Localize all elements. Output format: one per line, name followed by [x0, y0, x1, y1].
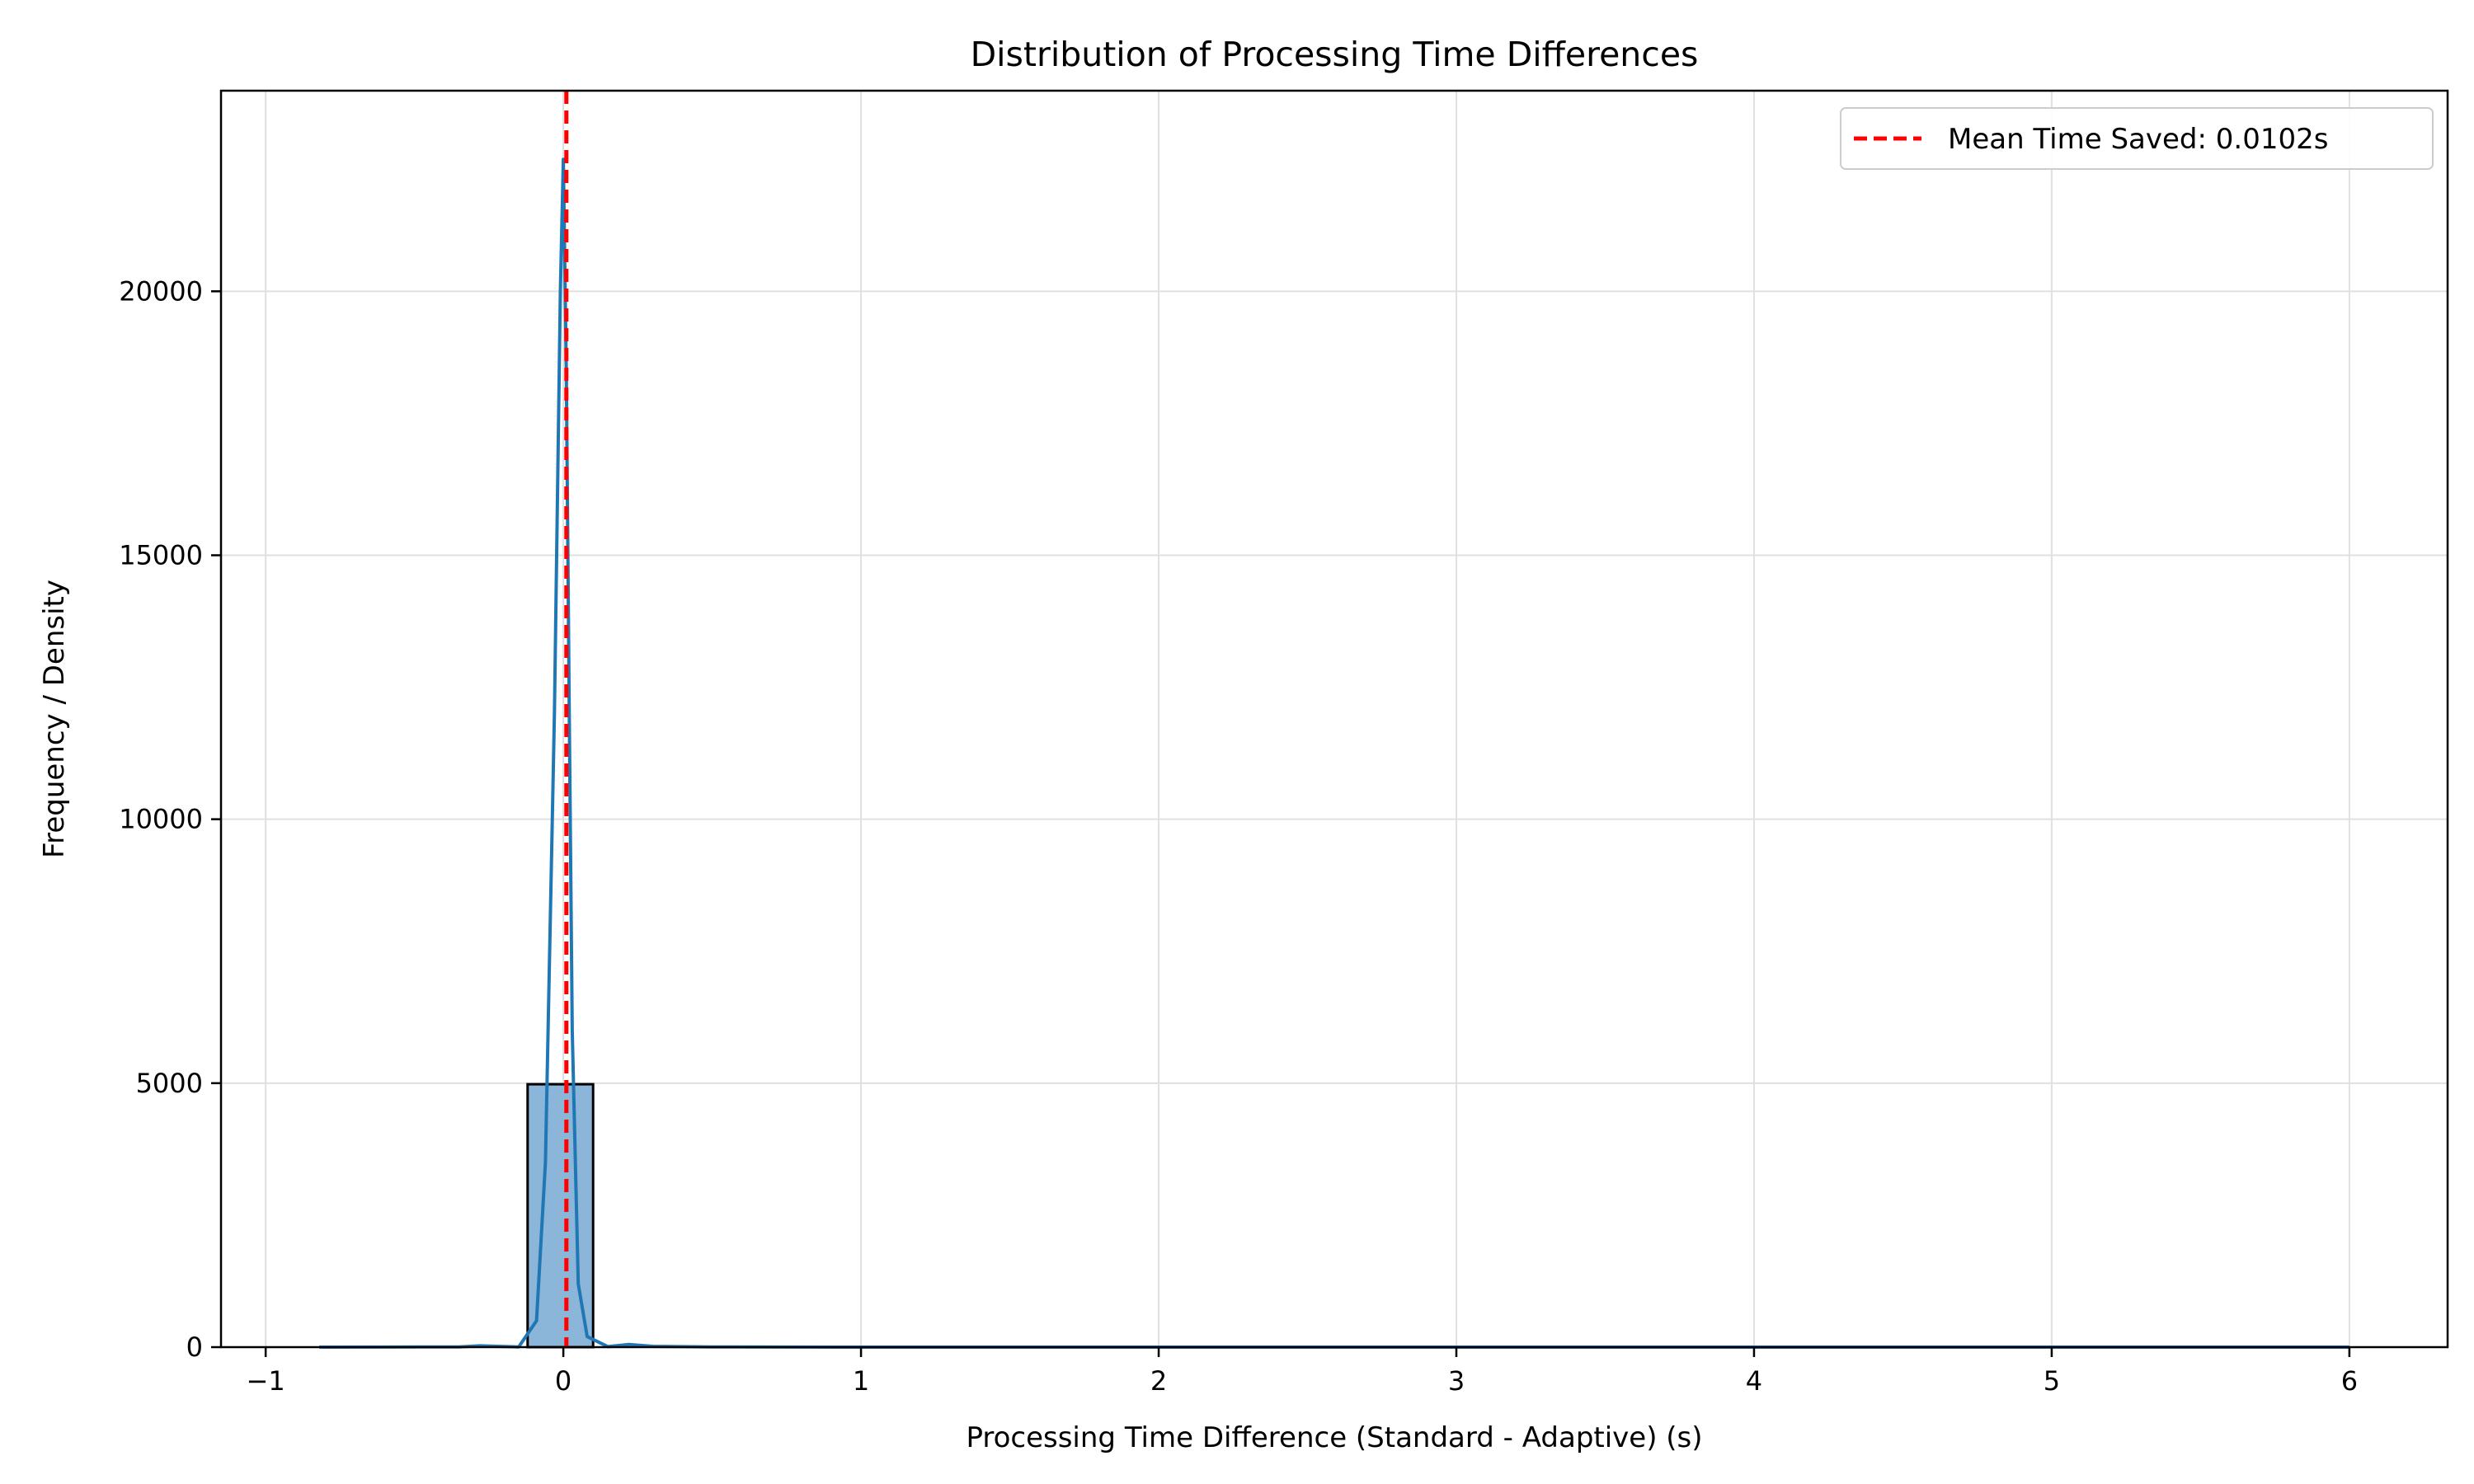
- legend-box: [1840, 107, 2434, 170]
- x-tick-label: 2: [1150, 1365, 1167, 1397]
- x-axis-label: Processing Time Difference (Standard - A…: [966, 1421, 1702, 1454]
- x-tick-label: 1: [853, 1365, 869, 1397]
- chart-title: Distribution of Processing Time Differen…: [971, 35, 1699, 74]
- x-axis-ticks: −1 0 1 2 3 4 5 6: [247, 1347, 2358, 1397]
- y-tick-label: 10000: [119, 804, 203, 835]
- y-axis-label: Frequency / Density: [38, 580, 71, 858]
- x-tick-label: 4: [1746, 1365, 1762, 1397]
- legend-mean-label: Mean Time Saved: 0.0102s: [1948, 123, 2328, 156]
- legend: Mean Time Saved: 0.0102s: [1840, 107, 2434, 170]
- x-tick-label: −1: [247, 1365, 285, 1397]
- plot-frame: [219, 89, 2449, 1349]
- y-tick-label: 5000: [136, 1068, 203, 1099]
- y-tick-label: 0: [186, 1331, 203, 1363]
- x-tick-label: 6: [2341, 1365, 2358, 1397]
- x-tick-label: 3: [1448, 1365, 1465, 1397]
- x-tick-label: 0: [555, 1365, 571, 1397]
- y-axis-ticks: 0 5000 10000 15000 20000: [119, 275, 221, 1363]
- y-tick-label: 20000: [119, 275, 203, 307]
- y-tick-label: 15000: [119, 539, 203, 571]
- x-tick-label: 5: [2044, 1365, 2060, 1397]
